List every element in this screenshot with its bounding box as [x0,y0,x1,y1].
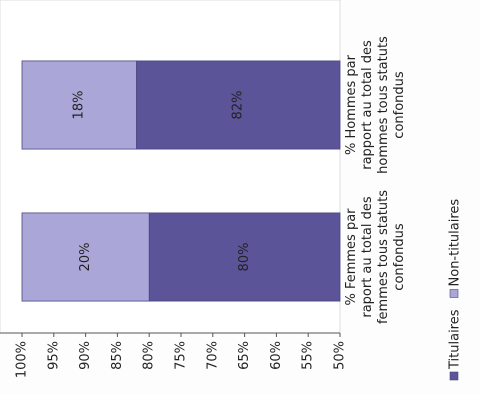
legend-swatch [449,289,459,298]
x-label-box: % Femmes par raport au total des femmes … [344,189,407,325]
y-tick-label: 50% [333,341,348,370]
x-tick-label: % Hommes par rapport au total des hommes… [344,36,407,174]
rotated-chart: 50% 55% 60% 65% 70% 75% 80% 85% 90% 95% 100% 80% 20%… [0,0,463,381]
x-label-box: % Hommes par rapport au total des hommes… [344,36,407,174]
legend-label: Non-titulaires [448,199,463,287]
y-tick-label: 90% [78,341,93,370]
y-tick-label: 75% [174,341,189,370]
data-label: 82% [231,91,246,120]
y-tick-label: 70% [205,341,220,370]
y-tick-label: 85% [110,341,125,370]
legend-swatch [449,371,459,381]
data-label: 18% [72,91,87,120]
data-label: 80% [237,243,252,272]
y-tick-label: 95% [46,341,61,370]
y-tick-label: 100% [15,341,30,378]
y-tick-label: 55% [301,341,316,370]
bar-segment [21,212,150,302]
y-tick-label: 80% [142,341,157,370]
data-label: 20% [78,243,93,272]
legend-label: Titulaires [448,309,463,370]
x-tick-label: % Femmes par raport au total des femmes … [344,189,407,325]
bar-segment [21,60,137,150]
y-tick-label: 60% [269,341,284,370]
y-tick-label: 65% [237,341,252,370]
